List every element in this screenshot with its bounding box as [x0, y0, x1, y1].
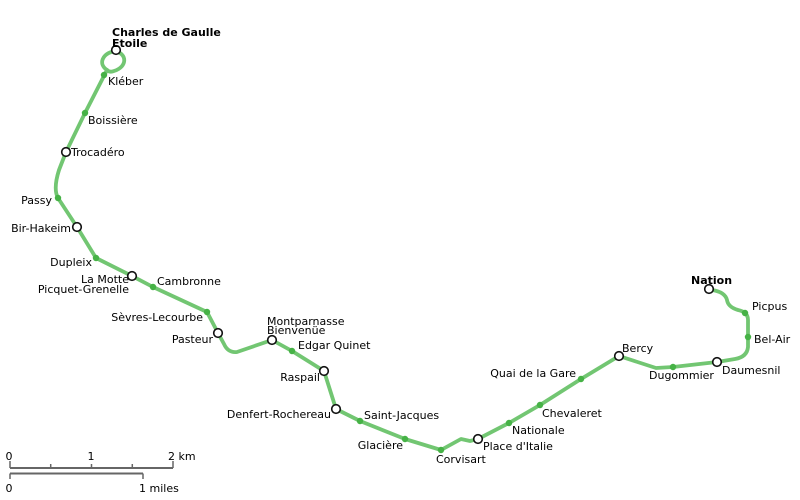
station-label-denfert-rochereau: Denfert-Rochereau: [227, 408, 331, 421]
station-marker-bel-air: [744, 333, 752, 341]
station-label-place-d-italie: Place d'Italie: [483, 440, 553, 453]
station-marker-glaciere: [401, 435, 409, 443]
station-label-raspail: Raspail: [280, 371, 320, 384]
station-marker-place-d-italie: [472, 433, 484, 445]
station-marker-cambronne: [149, 283, 157, 291]
scale-bar: 0 1 2 km 0 1 miles: [6, 450, 196, 495]
station-marker-edgar-quinet: [288, 347, 296, 355]
station-marker-boissiere: [81, 109, 89, 117]
station-marker-passy: [54, 194, 62, 202]
station-label-la-motte-picquet-grenelle: La Motte Picquet-Grenelle: [38, 273, 129, 296]
station-label-charles-de-gaulle-etoile: Charles de Gaulle Etoile: [112, 26, 221, 50]
line-6-route: [53, 68, 750, 452]
station-marker-dugommier: [669, 363, 677, 371]
station-marker-montparnasse-bienvenue: [266, 334, 278, 346]
station-marker-bir-hakeim: [71, 221, 83, 233]
station-label-montparnasse-bienvenue: Montparnasse Bienvenüe: [267, 315, 345, 337]
station-label-edgar-quinet: Edgar Quinet: [298, 339, 371, 352]
station-label-bercy: Bercy: [622, 342, 654, 355]
station-label-daumesnil: Daumesnil: [722, 364, 780, 377]
station-marker-trocadero: [60, 146, 72, 158]
station-marker-corvisart: [437, 446, 445, 454]
station-label-sevres-lecourbe: Sèvres-Lecourbe: [111, 311, 203, 324]
station-label-picpus: Picpus: [752, 300, 787, 313]
station-label-nationale: Nationale: [512, 424, 565, 437]
station-marker-raspail: [318, 365, 330, 377]
station-marker-saint-jacques: [356, 417, 364, 425]
station-label-dupleix: Dupleix: [50, 256, 92, 269]
station-label-corvisart: Corvisart: [436, 453, 486, 466]
station-label-nation: Nation: [691, 274, 732, 287]
station-label-saint-jacques: Saint-Jacques: [364, 409, 439, 422]
station-label-trocadero: Trocadéro: [70, 146, 125, 159]
scale-label: 2 km: [168, 450, 196, 463]
station-marker-nationale: [505, 419, 513, 427]
scale-label: 0: [6, 450, 13, 463]
station-label-kleber: Kléber: [108, 75, 144, 88]
station-marker-daumesnil: [711, 356, 723, 368]
station-label-chevaleret: Chevaleret: [542, 407, 603, 420]
station-marker-sevres-lecourbe: [203, 308, 211, 316]
terminus-loop: [100, 49, 127, 74]
station-marker-quai-de-la-gare: [577, 375, 585, 383]
scale-label: 0: [6, 482, 13, 495]
station-label-quai-de-la-gare: Quai de la Gare: [490, 367, 576, 380]
scale-label: 1: [88, 450, 95, 463]
station-marker-chevaleret: [536, 401, 544, 409]
station-label-bir-hakeim: Bir-Hakeim: [11, 222, 71, 235]
station-label-boissiere: Boissière: [88, 114, 138, 127]
station-marker-picpus: [741, 309, 749, 317]
station-marker-bercy: [613, 350, 625, 362]
station-label-dugommier: Dugommier: [649, 369, 714, 382]
station-label-glaciere: Glacière: [358, 439, 403, 452]
station-marker-nation: [703, 283, 715, 295]
station-marker-charles-de-gaulle-etoile: [110, 44, 122, 56]
station-marker-kleber: [100, 71, 108, 79]
station-marker-pasteur: [212, 327, 224, 339]
station-label-pasteur: Pasteur: [172, 333, 214, 346]
station-marker-denfert-rochereau: [330, 403, 342, 415]
station-marker-la-motte-picquet-grenelle: [126, 270, 138, 282]
station-label-bel-air: Bel-Air: [754, 333, 791, 346]
station-label-passy: Passy: [21, 194, 52, 207]
station-marker-dupleix: [92, 254, 100, 262]
scale-label: 1 miles: [139, 482, 179, 495]
station-label-cambronne: Cambronne: [157, 275, 221, 288]
